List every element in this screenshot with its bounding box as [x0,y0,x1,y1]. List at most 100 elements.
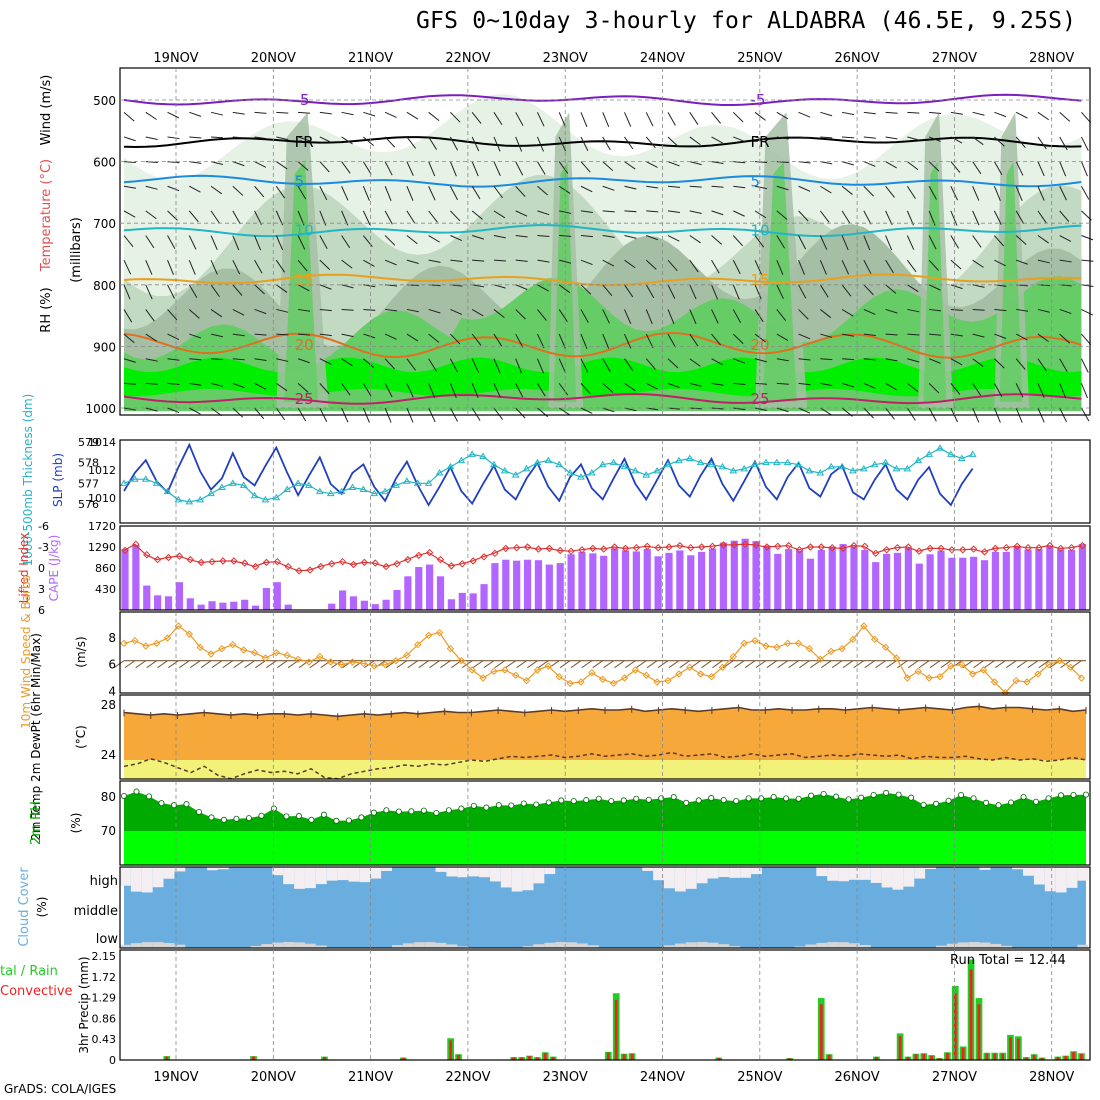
thickness-point [685,454,694,462]
wind-barb [754,284,762,300]
wind-barb [254,259,263,274]
wind-speed-point [686,663,694,672]
date-label-bottom: 27NOV [932,1070,977,1085]
date-label-top: 25NOV [737,51,782,66]
wind-barb [341,259,353,269]
wind-barb [450,259,463,263]
cape-bar [785,548,793,610]
wind-barb [863,259,872,274]
wind-barb [167,309,178,321]
wind-barb [362,210,371,226]
thickness-point [468,450,477,457]
wind-barb [385,308,398,312]
wind-barb [732,111,744,123]
cape-bar [708,548,717,610]
cloud-low-gap [957,942,969,948]
wind-speed-point [414,640,422,649]
date-label-bottom: 23NOV [543,1070,588,1085]
cloud-cover-panel [120,867,1089,948]
thickness-point [903,464,912,472]
panel-frame [119,780,1091,866]
wind-barb [210,185,223,195]
label-thickness: 1000-500mb Thickness (dm) [21,394,35,567]
wind-barb [1015,111,1028,119]
wind-barb [689,161,702,166]
rh-point [883,789,890,796]
thickness-point [609,458,618,466]
wind-barb [689,284,697,300]
wind-barb [754,210,767,219]
surface-barb [146,660,157,669]
wind-barb [994,308,1007,312]
wind-barb [1081,111,1092,124]
wind-barb [493,136,501,152]
wind-tick: 6 [108,658,116,672]
wind-barb [929,308,942,312]
wind-barb [667,382,680,389]
wind-barb [123,161,137,164]
label-millibars: (millibars) [69,217,84,283]
cape-bar [458,592,466,610]
wind-barb [428,186,436,201]
wind-barb [515,333,524,348]
wind-barb [993,383,1003,397]
wind-barb [1059,136,1068,151]
cape-bar [872,562,880,610]
thickness-tick: 579 [78,436,99,449]
wind-barb [754,136,767,141]
wind-barb [711,309,719,324]
rh-point [233,815,240,822]
surface-barb [679,660,691,669]
grads-credit: GrADS: COLA/IGES [4,1082,117,1096]
wind-barb [733,185,746,189]
cape-bar [175,582,183,610]
wind-barb [906,185,916,199]
cloud-high-gap [653,867,664,881]
thickness-point [544,456,553,464]
wind-barb [232,333,245,337]
thickness-point [772,458,781,466]
wind-barb [276,333,289,336]
cape-bar [349,596,358,610]
cape-bar [415,567,423,610]
rh-point [458,805,465,812]
surface-barb [777,660,788,669]
wind-barb [493,235,506,239]
isotherm-line [123,174,1082,188]
rh-point [308,816,315,823]
wind-barb [1059,259,1072,263]
thickness-point [196,495,205,503]
wind-barb [776,407,789,413]
wind-barb [798,358,811,361]
wind-bg [120,612,1090,693]
rh-point [708,795,715,802]
cloud-high-gap [500,867,512,888]
wind-barb [493,284,506,289]
wind-barb [189,185,201,193]
cape-bar [806,558,815,610]
lifted-index-point [948,546,956,554]
cloud-low-gap [304,943,316,948]
wind-barb [297,382,309,393]
surface-barb [592,660,604,669]
wind-barb [580,235,593,238]
precip-bg [120,950,1090,1060]
wind-barb [993,210,1002,225]
surface-barb [907,660,919,669]
wind-barb [972,358,984,367]
wind-barb [950,259,962,270]
wind-barb [123,185,136,189]
cloud-high-gap [827,867,839,881]
wind-barb [646,382,658,390]
chart-title: GFS 0~10day 3-hourly for ALDABRA (46.5E,… [416,8,1077,34]
wind-barb [167,358,180,361]
cloud-high-gap [892,867,904,890]
wind-barb [276,111,289,114]
surface-barb [1016,660,1028,669]
wind-barb [493,185,503,199]
wind-barb [624,112,632,127]
rh-point [270,805,277,812]
rh-point [433,809,440,816]
cloud-high-gap [1077,867,1089,881]
surface-barb [842,660,854,669]
